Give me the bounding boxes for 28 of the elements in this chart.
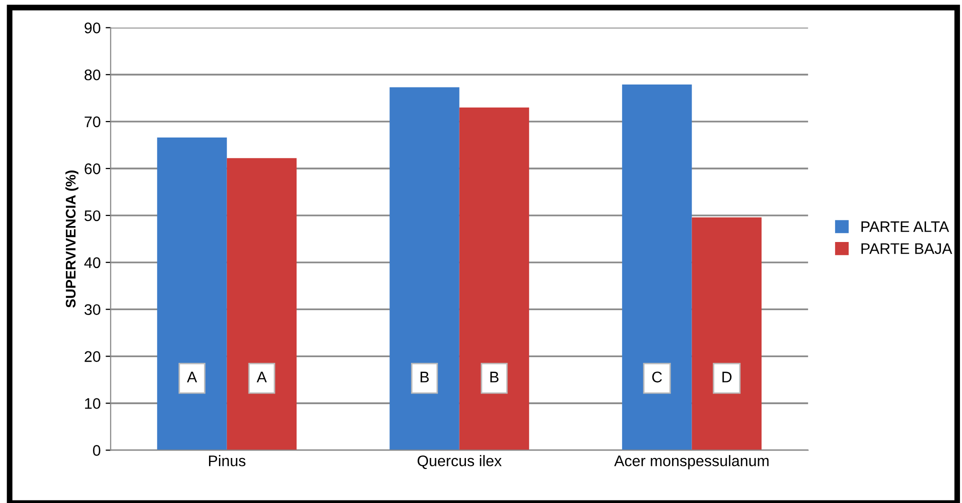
x-tick-label: Acer monspessulanum <box>614 455 769 470</box>
y-tick-label: 80 <box>84 69 100 80</box>
annotation: A <box>186 372 198 382</box>
annotation: A <box>256 372 267 382</box>
bar <box>622 84 692 450</box>
annotation: B <box>490 372 499 382</box>
x-tick-label: Pinus <box>209 455 246 466</box>
annotation: B <box>420 372 429 382</box>
y-tick-label: 20 <box>84 351 100 362</box>
y-tick-label: 60 <box>84 163 100 174</box>
annotation: D <box>722 372 732 382</box>
y-tick-label: 0 <box>93 445 100 456</box>
x-tick-label: Quercus ilex <box>418 455 502 470</box>
bar <box>459 107 530 450</box>
bar <box>157 138 227 450</box>
bar <box>692 217 762 450</box>
y-tick-label: 30 <box>84 304 100 316</box>
legend-label: PARTE BAJA <box>861 243 952 254</box>
y-axis-title: SUPERVIVENCIA (%) <box>65 170 78 308</box>
y-tick-label: 90 <box>84 22 100 34</box>
y-tick-label: 70 <box>84 116 100 128</box>
legend-label: PARTE ALTA <box>861 221 950 232</box>
y-tick-label: 40 <box>84 257 100 268</box>
annotation: C <box>652 372 662 382</box>
y-tick-label: 10 <box>85 398 100 409</box>
bar <box>390 87 460 450</box>
y-tick-label: 50 <box>84 210 100 222</box>
bar <box>226 158 297 450</box>
